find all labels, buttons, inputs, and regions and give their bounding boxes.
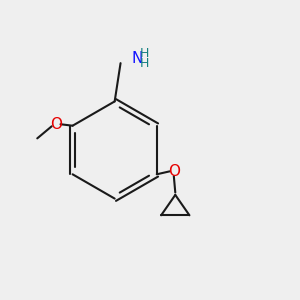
Text: O: O	[50, 117, 62, 132]
Text: H: H	[140, 47, 149, 60]
Text: O: O	[168, 164, 180, 179]
Text: H: H	[140, 57, 149, 70]
Text: N: N	[131, 51, 142, 66]
